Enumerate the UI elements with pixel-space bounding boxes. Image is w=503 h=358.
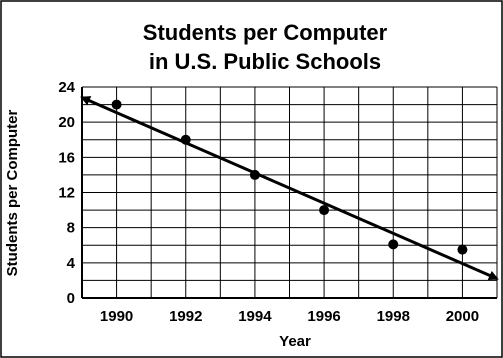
chart-title-line-2: in U.S. Public Schools [149, 49, 381, 74]
x-tick-label: 1994 [238, 308, 272, 325]
x-axis-label: Year [279, 333, 311, 350]
data-point [111, 99, 122, 110]
y-tick-label: 8 [67, 220, 75, 237]
x-tick-label: 2000 [446, 308, 479, 325]
x-tick-label: 1992 [169, 308, 202, 325]
y-tick-label: 12 [58, 185, 75, 202]
data-point [388, 239, 399, 250]
y-tick-label: 24 [58, 79, 75, 96]
data-point [457, 244, 468, 255]
chart-title-line-1: Students per Computer [143, 20, 388, 45]
data-marks [80, 96, 499, 281]
x-tick-labels: 1990 1992 1994 1996 1998 2000 [100, 308, 479, 325]
y-tick-label: 4 [67, 255, 76, 272]
y-tick-label: 20 [58, 114, 75, 131]
y-tick-labels: 0 4 8 12 16 20 24 [58, 79, 75, 307]
data-point [249, 169, 260, 180]
y-tick-label: 16 [58, 149, 75, 166]
trend-line [80, 96, 499, 281]
y-axis-label: Students per Computer [4, 110, 21, 277]
x-tick-label: 1996 [307, 308, 340, 325]
data-point [180, 134, 191, 145]
y-tick-label: 0 [67, 290, 75, 307]
x-tick-label: 1998 [377, 308, 410, 325]
data-point [319, 205, 330, 216]
x-tick-label: 1990 [100, 308, 133, 325]
